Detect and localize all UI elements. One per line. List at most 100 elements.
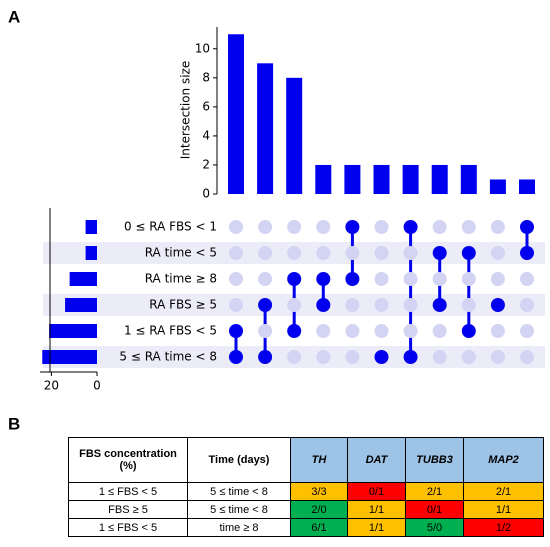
matrix-dot: [461, 298, 476, 312]
bar: [228, 34, 244, 195]
table-cell: 5/0: [405, 518, 464, 537]
matrix-dot: [490, 246, 505, 260]
matrix-dot: [287, 298, 302, 312]
set-bar: [49, 324, 97, 338]
table-cell: 1 ≤ FBS < 5: [68, 482, 188, 501]
matrix-dot: [461, 324, 476, 338]
x-tick-label: 0: [93, 379, 101, 393]
table-cell: time ≥ 8: [187, 518, 291, 537]
matrix-dot: [520, 298, 534, 312]
matrix-dot: [432, 246, 447, 260]
table-cell: 5 ≤ time < 8: [187, 500, 291, 519]
chart: A B Intersection size 0 2 4 6 8 10 0 ≤ RA FBS …: [8, 7, 545, 430]
set-label: RA time < 5: [145, 246, 217, 260]
table-cell: TH: [290, 437, 348, 483]
bar: [315, 164, 332, 194]
matrix-dot: [432, 272, 447, 286]
matrix-dot: [490, 220, 505, 234]
table-cell: 6/1: [290, 518, 348, 537]
matrix-dot: [374, 298, 389, 312]
matrix-dot: [520, 350, 534, 364]
table-cell: DAT: [347, 437, 406, 483]
matrix-dot: [520, 272, 534, 286]
matrix-dot: [461, 350, 476, 364]
y-tick-label: 8: [202, 70, 210, 84]
bar: [257, 63, 274, 194]
panel-label: B: [8, 414, 20, 430]
table-cell: 5 ≤ time < 8: [187, 482, 291, 501]
matrix-dot: [345, 324, 360, 338]
bar: [460, 164, 477, 194]
matrix-dot: [374, 324, 389, 338]
y-tick-label: 4: [202, 128, 210, 142]
matrix-dot: [229, 272, 243, 286]
matrix-dot: [229, 324, 243, 338]
header-row: FBS concentration (%) Time (days) TH DAT TUB…: [68, 437, 544, 483]
matrix-dot: [490, 272, 505, 286]
y-tick-label: 10: [195, 41, 210, 55]
table-cell: 1/1: [463, 500, 544, 519]
matrix-dot: [287, 324, 302, 338]
table-cell: 2/0: [290, 500, 348, 519]
set-bar: [69, 272, 97, 286]
panel-label: A: [8, 7, 20, 26]
matrix-dot: [490, 324, 505, 338]
matrix-dot: [287, 272, 302, 286]
matrix-dot: [287, 246, 302, 260]
bar: [519, 179, 535, 194]
matrix-dot: [258, 350, 273, 364]
bar: [431, 164, 448, 194]
table-cell: FBS ≥ 5: [68, 500, 188, 519]
matrix-dot: [258, 220, 273, 234]
y-tick-label: 6: [202, 99, 210, 113]
matrix-dot: [345, 246, 360, 260]
matrix-dot: [316, 298, 331, 312]
matrix-dot: [432, 324, 447, 338]
bar: [402, 164, 419, 194]
set-label: RA FBS ≥ 5: [149, 298, 217, 312]
matrix-dot: [403, 350, 418, 364]
matrix-dot: [229, 350, 243, 364]
set-bar: [85, 246, 97, 260]
matrix-dot: [258, 246, 273, 260]
matrix-dot: [490, 350, 505, 364]
set-bar: [42, 350, 97, 364]
table-row: 1 ≤ FBS < 5 time ≥ 8 6/1 1/1 5/0 1/2: [68, 518, 544, 537]
matrix-dot: [345, 272, 360, 286]
table: FBS concentration (%) Time (days) TH DAT TUB…: [68, 437, 544, 537]
table-cell: Time (days): [187, 437, 291, 483]
matrix-dot: [403, 272, 418, 286]
table-cell: TUBB3: [405, 437, 464, 483]
matrix-dot: [345, 220, 360, 234]
matrix-dot: [403, 246, 418, 260]
table-cell: MAP2: [463, 437, 544, 483]
matrix-dot: [345, 350, 360, 364]
matrix-dot: [461, 246, 476, 260]
bar: [489, 179, 506, 194]
matrix-dot: [461, 220, 476, 234]
matrix-dot: [316, 324, 331, 338]
matrix-dot: [374, 350, 389, 364]
matrix-dot: [520, 246, 534, 260]
matrix-dot: [316, 350, 331, 364]
set-label: 5 ≤ RA time < 8: [119, 350, 217, 364]
matrix-dot: [287, 220, 302, 234]
bar: [373, 164, 390, 194]
set-bar: [65, 298, 97, 312]
x-tick-label: 20: [44, 379, 59, 393]
matrix-dot: [229, 246, 243, 260]
matrix-dot: [461, 272, 476, 286]
matrix-dot: [403, 324, 418, 338]
table-cell: 1 ≤ FBS < 5: [68, 518, 188, 537]
table-cell: 1/1: [347, 500, 406, 519]
y-tick-label: 2: [202, 157, 210, 171]
set-label: RA time ≥ 8: [145, 272, 217, 286]
bar: [286, 77, 303, 194]
set-bar: [85, 220, 97, 234]
matrix-dot: [490, 298, 505, 312]
matrix-dot: [316, 246, 331, 260]
y-tick-label: 0: [202, 187, 210, 201]
matrix-dot: [520, 220, 534, 234]
